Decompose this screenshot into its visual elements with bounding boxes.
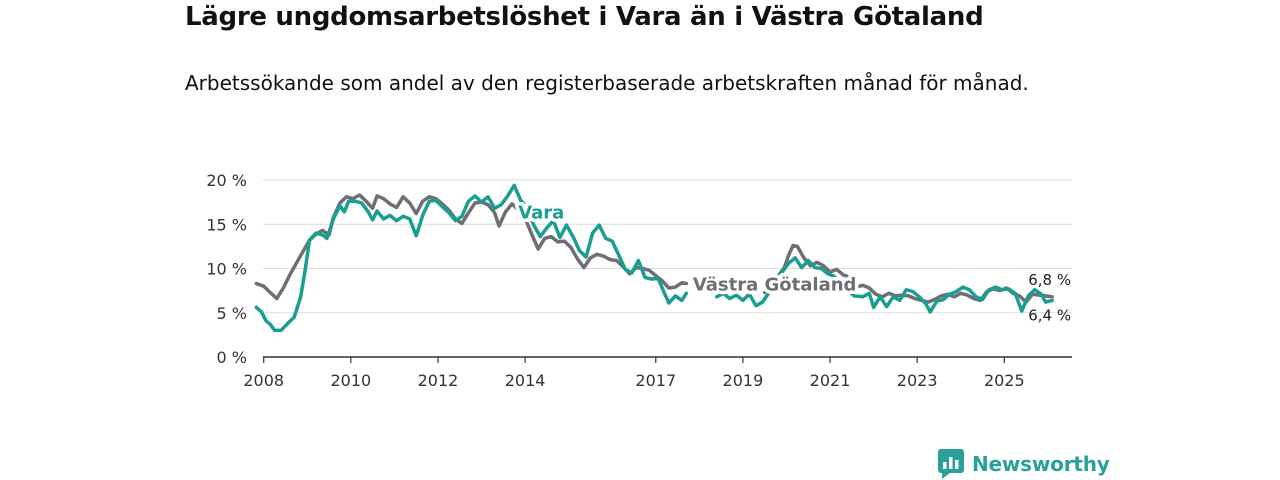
end-value-label: 6,8 % [1028,271,1071,289]
x-tick-label: 2017 [635,371,676,390]
line-chart: 0 %5 %10 %15 %20 % 2008 2010 2012 2014 2017 2… [206,171,1072,390]
x-axis: 2008 2010 2012 2014 2017 2019 2021 2023 2025 [243,356,1072,390]
grid-lines [263,179,1072,314]
newsworthy-logo-icon [938,449,964,479]
annotation-v-stra-g-taland: Västra Götaland [693,274,857,295]
x-tick-label: 2012 [418,371,459,390]
chart-subtitle: Arbetssökande som andel av den registerb… [185,71,1029,95]
y-tick-label: 20 % [206,171,247,190]
annotation-halo: Vara [518,203,564,224]
y-axis-tick-labels: 0 % 5 % 10 % 15 % 20 % [206,171,247,367]
brand-name: Newsworthy [972,452,1110,476]
annotation-halo: Västra Götaland [693,274,857,295]
x-tick-label: 2019 [723,371,764,390]
chart-title: Lägre ungdomsarbetslöshet i Vara än i Vä… [185,2,984,32]
x-tick-label: 2023 [897,371,938,390]
y-tick-label: 15 % [206,215,247,234]
y-tick-label: 10 % [206,260,247,279]
series-line-vara [715,256,1054,314]
x-tick-label: 2021 [810,371,851,390]
x-tick-label: 2008 [243,371,284,390]
y-tick-label: 5 % [217,304,247,323]
x-tick-label: 2010 [330,371,371,390]
series-line-v-stra-g-taland [254,193,689,301]
series-lines [254,183,1054,333]
end-value-label: 6,4 % [1028,306,1071,324]
series-line-vara [254,183,689,333]
x-tick-label: 2014 [505,371,546,390]
annotation-vara: Vara [518,203,564,224]
brand-logo[interactable]: Newsworthy [938,449,1110,479]
y-tick-label: 0 % [217,348,247,367]
x-tick-label: 2025 [984,371,1025,390]
